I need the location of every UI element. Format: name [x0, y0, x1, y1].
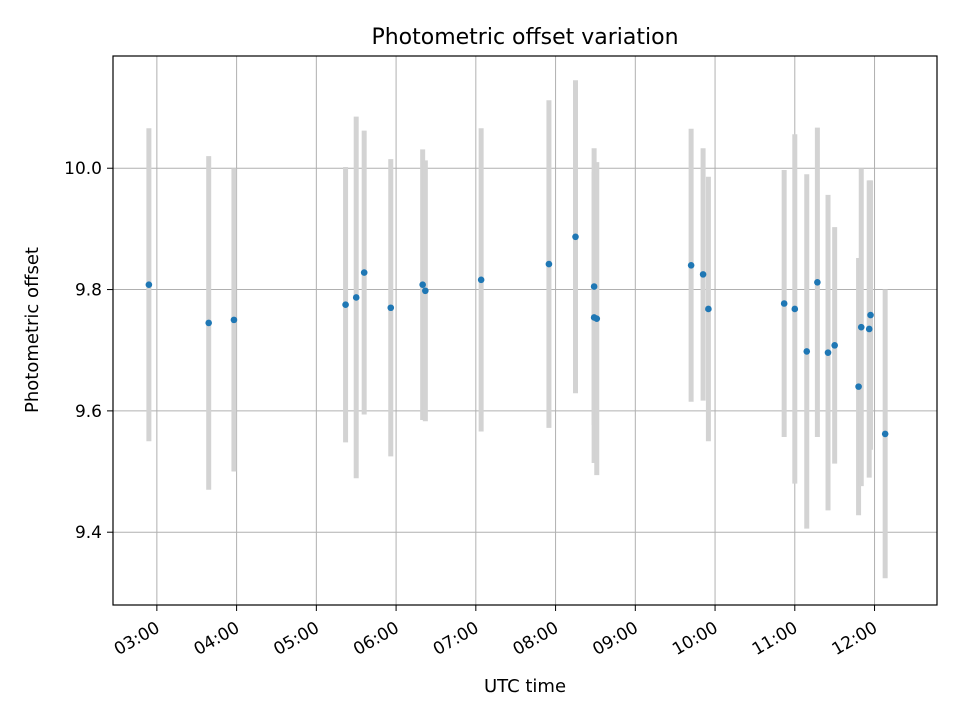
data-point [803, 348, 811, 355]
data-point [855, 383, 862, 390]
chart-title: Photometric offset variation [371, 25, 678, 50]
data-point [572, 233, 579, 241]
data-point [865, 325, 873, 333]
data-point [791, 305, 799, 313]
data-point [705, 305, 712, 313]
data-point [881, 430, 889, 438]
y-axis-label: Photometric offset [22, 247, 43, 413]
x-axis-label: UTC time [484, 676, 566, 697]
data-point [352, 294, 360, 301]
y-axis-ticks: 9.4 9.6 9.8 10.0 [64, 159, 113, 543]
data-point [419, 281, 426, 288]
data-point [699, 271, 707, 278]
data-point [477, 276, 485, 284]
data-points [145, 233, 889, 438]
data-point [687, 261, 695, 269]
data-point [824, 349, 832, 356]
y-tick-label: 9.6 [75, 402, 102, 422]
data-point [590, 283, 598, 290]
data-point [422, 287, 429, 295]
data-point [545, 260, 553, 268]
data-point [342, 301, 349, 309]
plot-frame [112, 55, 938, 606]
data-point [145, 281, 153, 288]
data-point [867, 311, 874, 319]
data-point [831, 342, 838, 349]
data-point [780, 300, 788, 307]
y-tick-label: 9.8 [75, 281, 102, 301]
y-tick-label: 9.4 [75, 523, 102, 543]
data-point [230, 316, 238, 324]
data-point [387, 304, 395, 312]
data-point [360, 269, 368, 276]
data-point [814, 278, 821, 286]
data-point [593, 315, 601, 322]
y-tick-label: 10.0 [64, 159, 102, 179]
data-point [205, 319, 212, 327]
data-point [857, 323, 865, 331]
